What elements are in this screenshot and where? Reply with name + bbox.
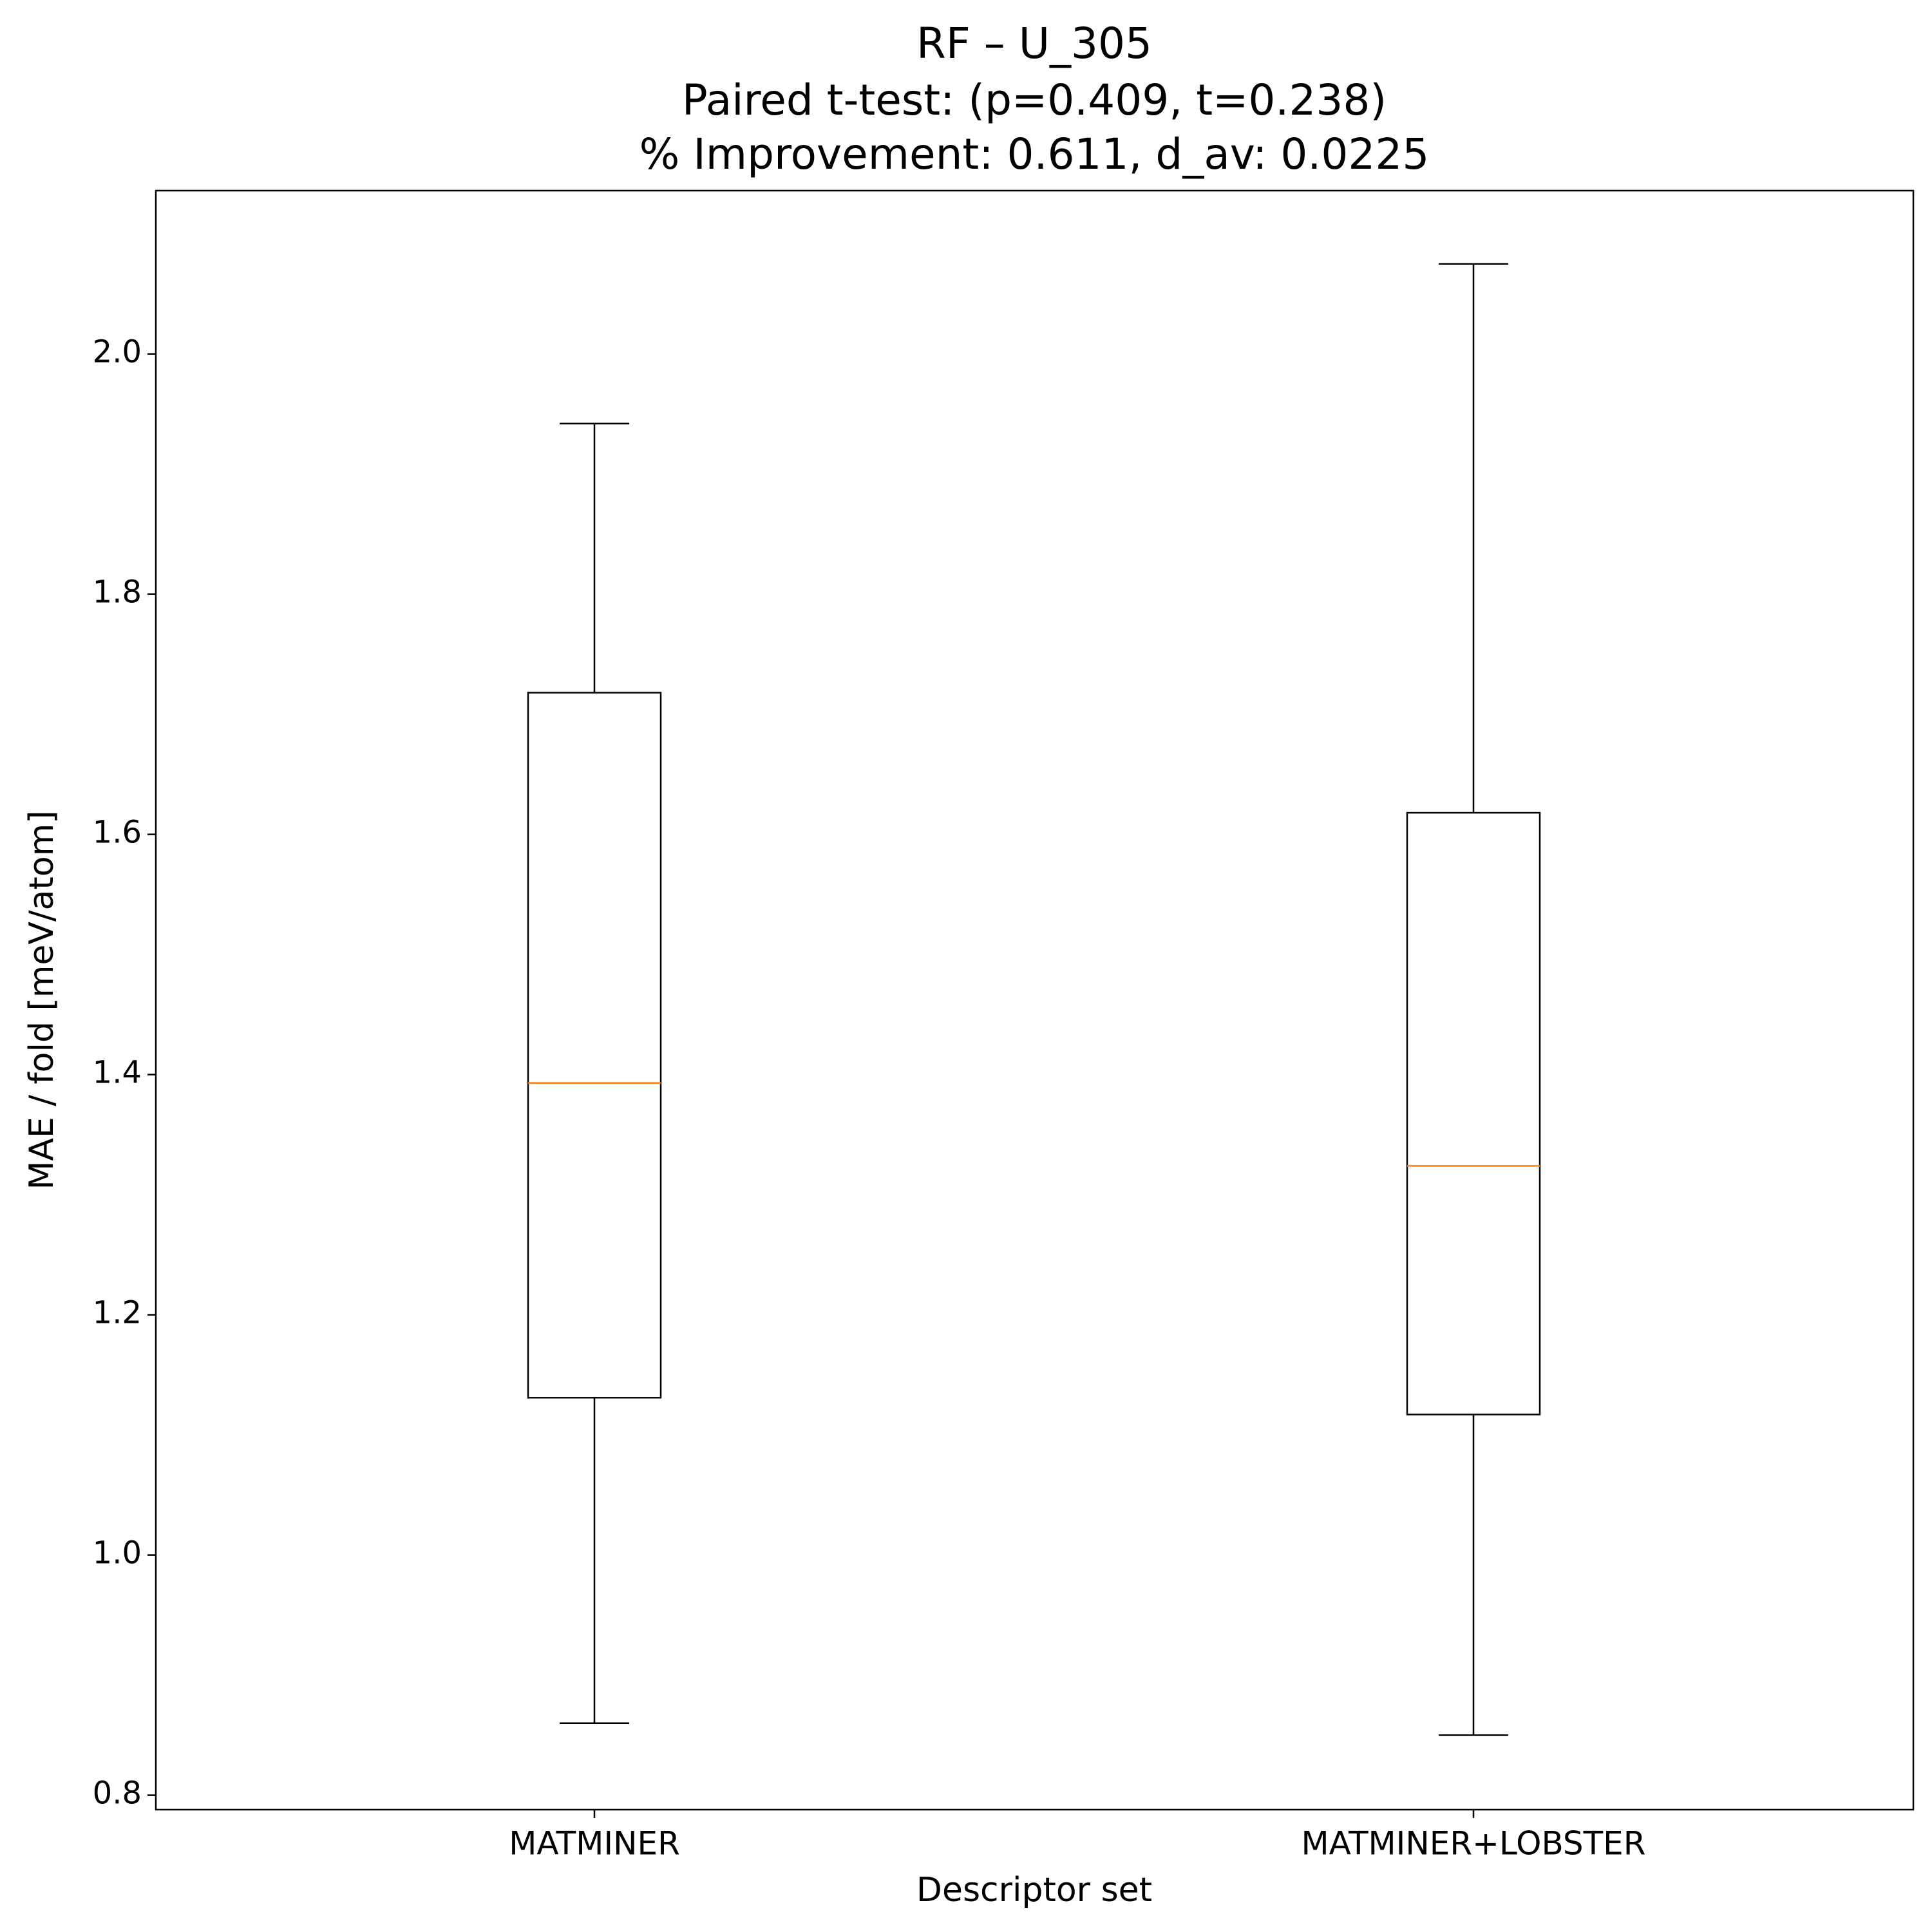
- y-tick-label: 1.8: [93, 574, 142, 611]
- y-tick-label: 0.8: [93, 1776, 142, 1812]
- plot-frame: [155, 189, 1915, 1811]
- y-tick-label: 2.0: [93, 334, 142, 370]
- chart-title: RF – U_305: [916, 19, 1152, 68]
- y-tick-label: 1.4: [93, 1055, 142, 1091]
- y-tick-label: 1.2: [93, 1295, 142, 1331]
- y-axis-label: MAE / fold [meV/atom]: [23, 810, 61, 1189]
- x-tick-label: MATMINER+LOBSTER: [1302, 1825, 1646, 1862]
- chart-subtitle: % Improvement: 0.611, d_av: 0.0225: [639, 129, 1430, 179]
- x-tick-label: MATMINER: [509, 1825, 680, 1862]
- y-tick-label: 1.6: [93, 815, 142, 851]
- x-axis-label: Descriptor set: [916, 1871, 1152, 1909]
- box: [527, 692, 662, 1399]
- y-tick-label: 1.0: [93, 1535, 142, 1571]
- box: [1406, 811, 1541, 1416]
- chart-subtitle: Paired t-test: (p=0.409, t=0.238): [682, 75, 1387, 125]
